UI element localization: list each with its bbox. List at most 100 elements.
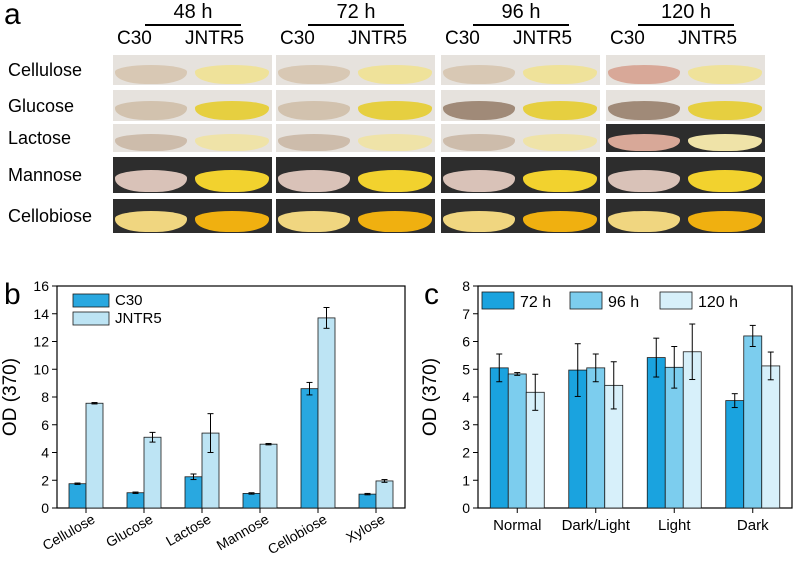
time-underline xyxy=(145,24,241,26)
time-label: 72 h xyxy=(336,1,376,23)
x-tick-label: Xylose xyxy=(343,511,388,546)
culture-photo xyxy=(441,55,600,85)
y-tick-label: 6 xyxy=(41,417,49,433)
culture-photo xyxy=(276,157,435,193)
x-tick-label: Normal xyxy=(493,517,541,534)
bar xyxy=(85,402,104,509)
strain-label: JNTR5 xyxy=(185,28,245,49)
bar xyxy=(184,476,203,509)
culture-photo xyxy=(606,199,765,233)
x-tick-label: Glucose xyxy=(103,511,156,551)
legend-label: C30 xyxy=(115,292,143,309)
x-tick-label: Dark/Light xyxy=(562,517,631,534)
bar xyxy=(761,365,781,509)
x-tick-label: Light xyxy=(658,517,691,534)
culture-photo xyxy=(276,55,435,85)
chart-c: 0 1 2 3 4 5 6 7 8 OD (370) Normal Dark/Light Light Da… xyxy=(420,278,793,534)
legend-swatch xyxy=(569,291,603,310)
bar xyxy=(743,335,763,509)
culture-photo xyxy=(606,90,765,121)
legend-swatch xyxy=(659,291,693,310)
y-tick-label: 10 xyxy=(33,361,49,377)
legend-label: 72 h xyxy=(520,294,551,311)
x-tick-label: Cellulose xyxy=(40,511,98,554)
time-label: 48 h xyxy=(173,1,213,23)
y-tick-label: 4 xyxy=(462,389,470,405)
legend-swatch xyxy=(72,311,110,326)
time-underline xyxy=(308,24,404,26)
y-tick-label: 14 xyxy=(33,306,49,322)
y-tick-label: 5 xyxy=(462,361,470,377)
legend-swatch xyxy=(72,293,110,308)
y-tick-label: 1 xyxy=(462,472,470,488)
strain-label: C30 xyxy=(445,28,480,49)
y-tick-label: 8 xyxy=(41,389,49,405)
legend-label: 96 h xyxy=(608,294,639,311)
y-tick-label: 0 xyxy=(41,500,49,516)
panel-c-letter: c xyxy=(424,278,439,311)
y-tick-label: 8 xyxy=(462,278,470,294)
y-tick-label: 16 xyxy=(33,278,49,294)
culture-photo xyxy=(276,124,435,152)
time-underline xyxy=(473,24,569,26)
culture-photo xyxy=(276,199,435,233)
time-label: 120 h xyxy=(660,1,712,23)
x-tick-label: Lactose xyxy=(163,511,214,549)
strain-label: C30 xyxy=(117,28,152,49)
culture-photo xyxy=(441,90,600,121)
bar xyxy=(725,400,745,509)
substrate-row-label: Cellulose xyxy=(8,60,83,80)
culture-photo xyxy=(276,90,435,121)
strain-label: C30 xyxy=(610,28,645,49)
substrate-row-label: Glucose xyxy=(8,95,75,116)
y-tick-label: 0 xyxy=(462,500,470,516)
legend-label: 120 h xyxy=(698,294,738,311)
x-tick-label: Cellobiose xyxy=(265,511,330,558)
culture-photo xyxy=(113,90,272,121)
y-axis-label: OD (370) xyxy=(420,358,441,436)
strain-label: JNTR5 xyxy=(513,28,573,49)
bar xyxy=(586,367,606,509)
y-tick-label: 7 xyxy=(462,306,470,322)
culture-photo xyxy=(113,199,272,233)
legend-label: JNTR5 xyxy=(115,310,162,327)
time-underline xyxy=(638,24,734,26)
culture-photo xyxy=(606,55,765,85)
x-tick-label: Mannose xyxy=(214,511,272,554)
chart-b: 0 2 4 6 8 10 12 14 16 OD (370) Cellulose Glucose Lac… xyxy=(0,278,406,558)
bar xyxy=(300,388,319,509)
bar xyxy=(489,367,509,509)
bar xyxy=(68,483,87,509)
time-label: 96 h xyxy=(501,1,541,23)
bar xyxy=(143,436,162,509)
culture-photo xyxy=(606,157,765,193)
culture-photo xyxy=(441,157,600,193)
bar xyxy=(317,317,336,509)
culture-photo xyxy=(113,124,272,152)
substrate-row-label: Lactose xyxy=(8,128,72,148)
y-tick-label: 6 xyxy=(462,334,470,350)
y-tick-label: 2 xyxy=(41,472,49,488)
legend-swatch xyxy=(481,291,515,310)
bar xyxy=(259,443,278,509)
panel-b-letter: b xyxy=(4,278,21,311)
x-tick-label: Dark xyxy=(737,517,769,534)
y-tick-label: 3 xyxy=(462,417,470,433)
strain-label: C30 xyxy=(280,28,315,49)
culture-photo xyxy=(606,124,765,152)
culture-photo xyxy=(113,157,272,193)
culture-photo xyxy=(113,55,272,85)
culture-photo xyxy=(441,124,600,152)
bar xyxy=(375,480,394,509)
panel-a-letter: a xyxy=(4,0,21,31)
bar xyxy=(126,492,145,509)
culture-photo xyxy=(441,199,600,233)
substrate-row-label: Mannose xyxy=(8,165,83,185)
y-tick-label: 2 xyxy=(462,445,470,461)
y-axis-label: OD (370) xyxy=(0,358,21,436)
substrate-row-label: Cellobiose xyxy=(8,206,93,226)
y-tick-label: 12 xyxy=(33,334,49,350)
strain-label: JNTR5 xyxy=(678,28,738,49)
bar xyxy=(358,493,377,509)
